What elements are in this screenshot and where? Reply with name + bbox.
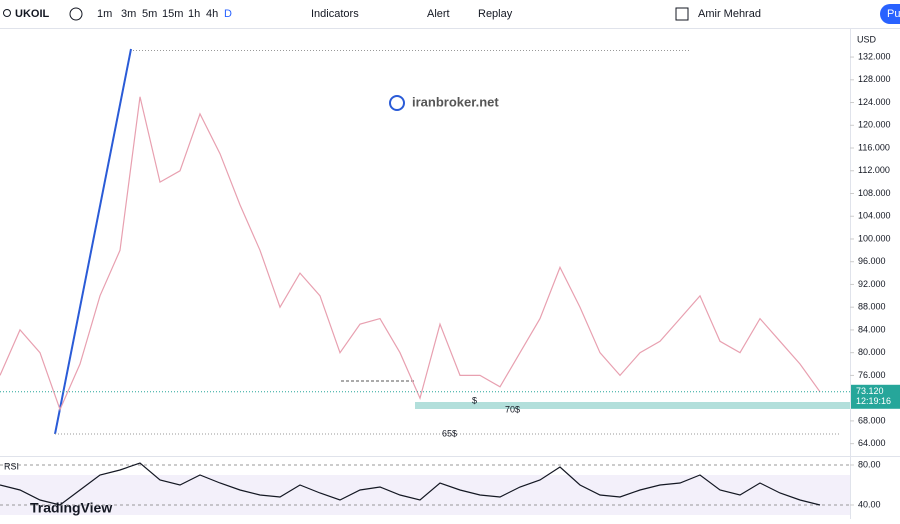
mark-label: $: [472, 395, 477, 405]
trend-line: [54, 48, 132, 435]
add-symbol[interactable]: [69, 7, 83, 21]
interval[interactable]: 15m: [162, 8, 183, 20]
watermark-icon: [389, 95, 405, 111]
toolbar: [0, 0, 900, 28]
y-tick-label: 76.000: [858, 370, 886, 380]
zone-label: 70$: [505, 404, 520, 414]
interval[interactable]: D: [224, 8, 232, 20]
y-tick-label: 116.000: [858, 142, 890, 152]
chart-line: [0, 96, 821, 412]
interval[interactable]: 1h: [188, 8, 200, 20]
alert[interactable]: Alert: [427, 8, 450, 20]
y-tick-label: 68.000: [858, 415, 886, 425]
y-tick-label: 112.000: [858, 165, 890, 175]
y-tick-label: 108.000: [858, 188, 891, 198]
interval[interactable]: 3m: [121, 8, 136, 20]
y-tick-label: 88.000: [858, 302, 886, 312]
y-tick-label: 120.000: [858, 120, 891, 130]
support-zone: [415, 402, 850, 409]
currency[interactable]: USD: [857, 34, 877, 44]
price-tag: [851, 384, 900, 409]
low-label: 65$: [442, 428, 457, 438]
y-tick-label: 96.000: [858, 256, 886, 266]
y-tick-label: 64.000: [858, 438, 886, 448]
interval[interactable]: 1m: [97, 8, 112, 20]
replay[interactable]: Replay: [478, 8, 513, 20]
y-tick-label: 132.000: [858, 51, 891, 61]
countdown: 12:19:16: [856, 396, 891, 406]
y-tick-label: 80.000: [858, 347, 886, 357]
interval[interactable]: 5m: [142, 8, 157, 20]
price-label: 73.120: [856, 386, 884, 396]
y-tick-label: 128.000: [858, 74, 891, 84]
y-tick-label: 92.000: [858, 279, 886, 289]
search-icon[interactable]: [3, 9, 11, 17]
y-tick-label: 84.000: [858, 324, 886, 334]
y-tick-label: 104.000: [858, 211, 891, 221]
y-tick-label: 100.000: [858, 233, 891, 243]
y-tick-label: 124.000: [858, 97, 891, 107]
checkbox[interactable]: [675, 7, 689, 21]
publish-button[interactable]: [880, 4, 900, 24]
brand: TradingView: [30, 500, 112, 516]
symbol[interactable]: UKOIL: [15, 8, 50, 20]
y-tick-label: 80.00: [858, 459, 881, 469]
user[interactable]: Amir Mehrad: [698, 8, 761, 20]
y-tick-label: 40.00: [858, 499, 881, 509]
rsi-title: RSI: [4, 461, 19, 471]
interval[interactable]: 4h: [206, 8, 218, 20]
watermark: iranbroker.net: [412, 94, 499, 109]
rsi-line: [0, 462, 821, 506]
publish-label[interactable]: Pu: [887, 8, 900, 20]
indicators[interactable]: Indicators: [311, 8, 359, 20]
